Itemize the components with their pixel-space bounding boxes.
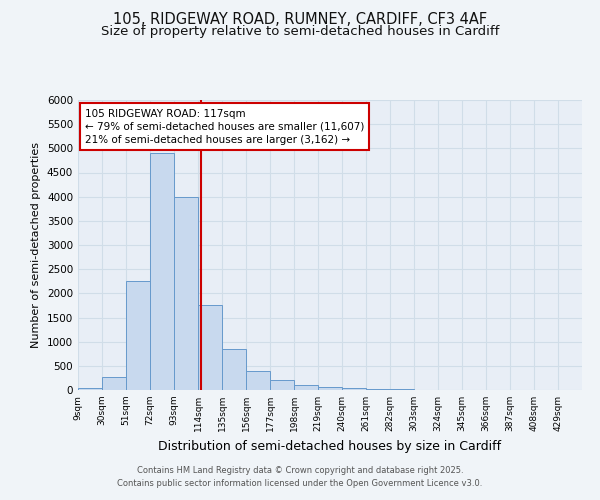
Bar	[390, 389, 414, 390]
Text: Size of property relative to semi-detached houses in Cardiff: Size of property relative to semi-detach…	[101, 25, 499, 38]
Bar	[246, 370, 270, 390]
Bar	[78, 388, 102, 390]
Bar	[150, 153, 174, 390]
X-axis label: Distribution of semi-detached houses by size in Cardiff: Distribution of semi-detached houses by …	[158, 440, 502, 452]
Bar	[366, 388, 390, 390]
Y-axis label: Number of semi-detached properties: Number of semi-detached properties	[31, 142, 41, 348]
Bar	[342, 388, 366, 390]
Bar	[318, 386, 342, 390]
Text: 105, RIDGEWAY ROAD, RUMNEY, CARDIFF, CF3 4AF: 105, RIDGEWAY ROAD, RUMNEY, CARDIFF, CF3…	[113, 12, 487, 28]
Bar	[174, 196, 198, 390]
Text: Contains HM Land Registry data © Crown copyright and database right 2025.
Contai: Contains HM Land Registry data © Crown c…	[118, 466, 482, 487]
Bar	[222, 349, 246, 390]
Bar	[270, 380, 294, 390]
Bar	[198, 306, 222, 390]
Bar	[126, 281, 150, 390]
Bar	[294, 384, 318, 390]
Text: 105 RIDGEWAY ROAD: 117sqm
← 79% of semi-detached houses are smaller (11,607)
21%: 105 RIDGEWAY ROAD: 117sqm ← 79% of semi-…	[85, 108, 364, 145]
Bar	[102, 377, 126, 390]
